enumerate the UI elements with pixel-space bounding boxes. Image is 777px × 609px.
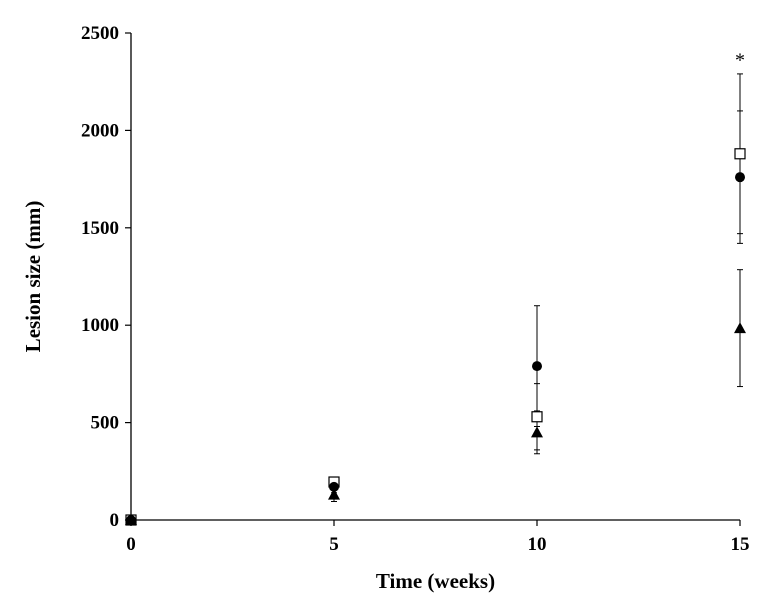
data-point-square [734, 148, 746, 160]
y-tick-label: 2000 [81, 120, 119, 141]
data-points [125, 148, 746, 526]
x-tick-label: 15 [731, 534, 750, 555]
data-point-circle [329, 481, 339, 492]
y-tick-label: 0 [110, 510, 120, 531]
error-bars [331, 73, 743, 502]
y-tick-label: 500 [91, 413, 120, 434]
x-tick-label: 0 [126, 534, 136, 555]
significance-marker: * [735, 49, 745, 71]
x-tick-label: 5 [329, 534, 339, 555]
x-axis-title: Time (weeks) [376, 569, 495, 593]
data-point-square [531, 411, 543, 423]
y-tick-label: 1000 [81, 315, 119, 336]
data-point-triangle [125, 514, 137, 525]
y-axis-title: Lesion size (mm) [21, 201, 45, 353]
y-tick-label: 1500 [81, 218, 119, 239]
data-point-triangle [734, 322, 746, 334]
data-point-triangle [531, 426, 543, 438]
axes [125, 32, 741, 526]
axis-labels: 0 500 1000 1500 2000 2500 0 5 10 15 * [81, 23, 750, 555]
data-point-circle [532, 361, 542, 372]
y-tick-label: 2500 [81, 23, 119, 44]
data-point-circle [735, 172, 745, 183]
x-tick-label: 10 [528, 534, 547, 555]
data-point-triangle [328, 488, 340, 500]
